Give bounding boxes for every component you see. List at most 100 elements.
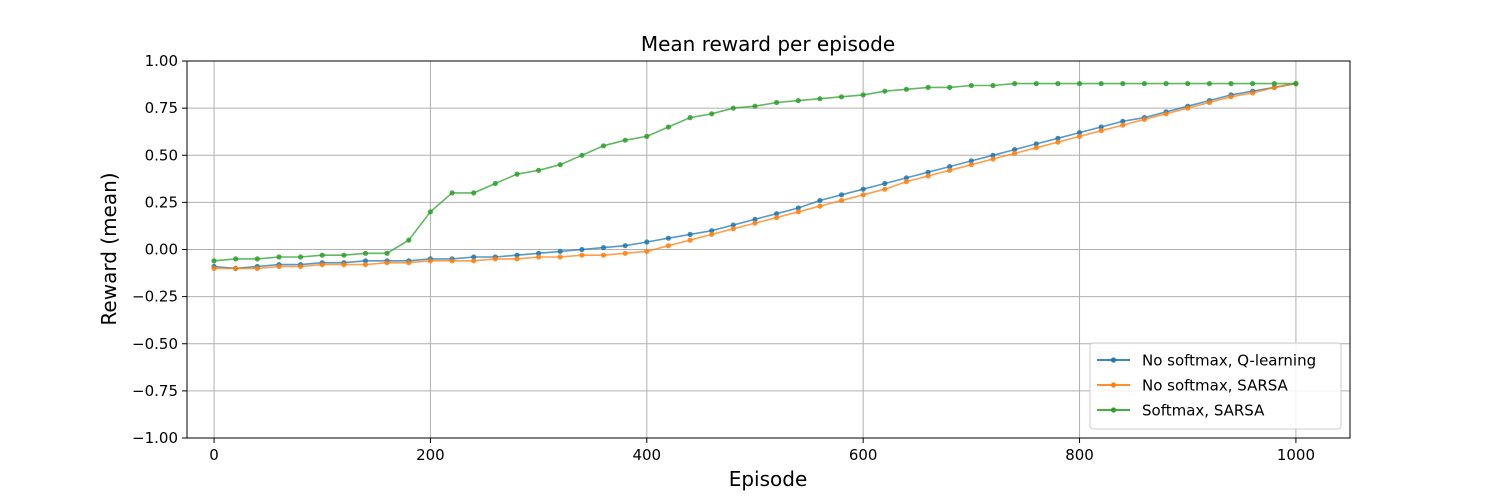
y-tick-label: 0.75 <box>145 99 178 117</box>
data-point <box>362 250 369 256</box>
data-point <box>1271 81 1277 87</box>
data-point <box>752 220 758 226</box>
data-point <box>622 250 628 256</box>
data-point <box>276 263 282 270</box>
data-point <box>1076 133 1083 139</box>
data-point <box>319 262 325 268</box>
data-point <box>882 186 888 192</box>
y-tick-label: 0.25 <box>145 193 178 211</box>
data-point <box>925 169 931 175</box>
data-point <box>665 235 672 241</box>
data-point <box>1098 124 1104 130</box>
data-point <box>774 99 780 106</box>
data-point <box>427 209 433 215</box>
data-point <box>514 252 520 258</box>
axis-ticks: 0 200 400 600 800 1000 −1.00 −0.75 −0.50 −0.25 0.0… <box>132 52 1315 464</box>
data-point <box>752 216 758 222</box>
data-point <box>1012 147 1018 153</box>
data-point <box>1185 105 1191 111</box>
data-point <box>514 171 520 177</box>
data-point <box>1271 84 1277 90</box>
data-point <box>990 156 996 162</box>
data-point <box>1163 111 1169 117</box>
data-point <box>449 190 455 196</box>
data-point <box>774 211 780 217</box>
chart-title: Mean reward per episode <box>641 32 895 56</box>
data-point <box>341 262 347 268</box>
data-point <box>860 192 866 198</box>
data-point <box>903 86 910 92</box>
data-point <box>1293 81 1299 87</box>
y-tick-label: 0.00 <box>145 241 178 259</box>
data-point <box>557 248 563 254</box>
data-point <box>644 239 650 245</box>
data-point <box>471 258 477 264</box>
data-point <box>947 164 953 170</box>
data-point <box>1076 130 1083 136</box>
data-point <box>903 179 910 185</box>
legend: No softmax, Q-learning No softmax, SARSA S… <box>1089 342 1342 430</box>
x-tick-label: 800 <box>1065 446 1094 464</box>
data-point <box>644 133 650 139</box>
data-point <box>427 258 433 264</box>
data-point <box>622 137 628 143</box>
y-axis-label: Reward (mean) <box>97 172 121 325</box>
data-point <box>557 254 563 260</box>
data-point <box>233 265 239 271</box>
data-point <box>990 82 996 89</box>
y-tick-label: −0.25 <box>132 288 178 306</box>
data-point <box>644 248 650 254</box>
data-point <box>860 186 866 192</box>
data-point <box>838 94 845 100</box>
legend-box <box>1089 342 1342 430</box>
data-point <box>449 258 455 264</box>
x-tick-label: 1000 <box>1277 446 1315 464</box>
data-point <box>1012 81 1018 87</box>
data-point <box>947 167 953 173</box>
data-point <box>622 243 628 249</box>
data-point <box>817 203 823 209</box>
y-tick-label: 0.50 <box>145 146 178 164</box>
data-point <box>882 180 888 187</box>
data-point <box>254 265 260 271</box>
data-point <box>968 82 974 89</box>
data-point <box>709 111 715 117</box>
data-point <box>600 252 607 258</box>
data-point <box>1033 81 1039 87</box>
data-point <box>1206 99 1212 106</box>
plot-series <box>211 81 1299 271</box>
legend-label: No softmax, SARSA <box>1142 377 1289 395</box>
data-point <box>1033 145 1039 151</box>
data-point <box>276 254 282 260</box>
data-point <box>1055 139 1061 145</box>
data-point <box>492 180 498 187</box>
data-point <box>254 256 260 262</box>
data-point <box>730 226 736 232</box>
data-point <box>665 124 672 130</box>
data-point <box>817 96 823 102</box>
data-point <box>795 205 801 211</box>
data-point <box>1120 118 1126 124</box>
data-point <box>1098 81 1104 87</box>
data-point <box>1250 90 1256 96</box>
data-point <box>1228 81 1234 87</box>
y-tick-label: −0.50 <box>132 335 178 353</box>
data-point <box>536 254 542 260</box>
data-point <box>774 214 780 221</box>
data-point <box>882 88 888 94</box>
data-point <box>406 237 412 243</box>
legend-label: No softmax, Q-learning <box>1142 352 1316 370</box>
data-point <box>947 84 953 90</box>
data-point <box>579 246 585 253</box>
legend-label: Softmax, SARSA <box>1142 402 1265 420</box>
data-point <box>1228 94 1234 100</box>
data-point <box>406 260 412 266</box>
x-tick-label: 400 <box>632 446 661 464</box>
data-point <box>600 143 607 149</box>
data-point <box>557 162 563 168</box>
data-point <box>968 162 974 168</box>
data-point <box>298 254 304 260</box>
data-point <box>665 243 672 249</box>
data-point <box>1098 128 1104 134</box>
